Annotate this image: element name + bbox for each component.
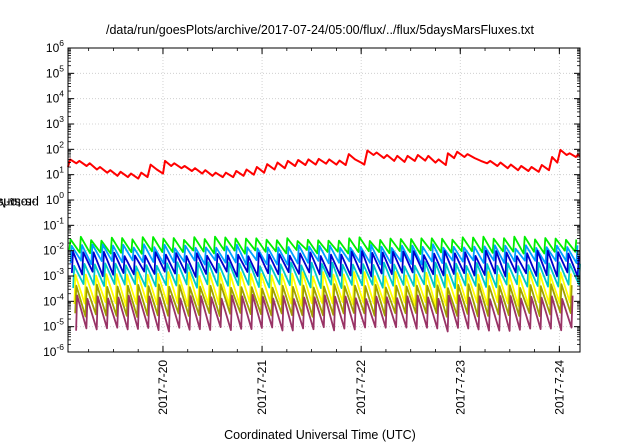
x-tick-label: 2017-7-24 [552, 360, 566, 415]
y-tick-label: 10-5 [43, 317, 64, 334]
series-line-6 [73, 271, 572, 307]
y-tick-label: 104 [46, 89, 64, 106]
y-tick-label: 10-3 [43, 266, 64, 283]
x-tick-label: 2017-7-21 [255, 360, 269, 415]
series-group [67, 148, 581, 333]
y-tick-label: 105 [46, 63, 64, 80]
y-tick-label: 103 [46, 114, 64, 131]
series-line-5 [72, 261, 581, 290]
y-tick-label: 101 [46, 165, 64, 182]
series-line-1 [67, 148, 581, 180]
y-tick-label: 10-1 [43, 215, 64, 232]
y-tick-label: 106 [46, 38, 64, 55]
x-axis-ticks: 2017-7-20 2017-7-21 2017-7-22 2017-7-23 2017… [88, 48, 566, 415]
y-tick-label: 10-4 [43, 291, 64, 308]
x-axis-label: Coordinated Universal Time (UTC) [224, 428, 416, 442]
series-line-8 [75, 294, 574, 333]
y-tick-label: 102 [46, 139, 64, 156]
series-line-2 [68, 235, 578, 255]
x-tick-label: 2017-7-23 [453, 360, 467, 415]
series-line-7 [74, 283, 573, 318]
series-line-4 [71, 249, 580, 278]
y-tick-label: 10-6 [43, 342, 64, 359]
y-tick-label: 10-2 [43, 241, 64, 258]
y-axis-ticks: 10-6 10-5 10-4 10-3 10-2 10-1 100 101 102 103 104 1… [43, 38, 580, 359]
x-tick-label: 2017-7-22 [354, 360, 368, 415]
series-line-3 [69, 243, 579, 266]
x-tick-label: 2017-7-20 [156, 360, 170, 415]
chart-title: /data/run/goesPlots/archive/2017-07-24/0… [105, 23, 534, 37]
y-tick-label: 100 [46, 190, 64, 207]
